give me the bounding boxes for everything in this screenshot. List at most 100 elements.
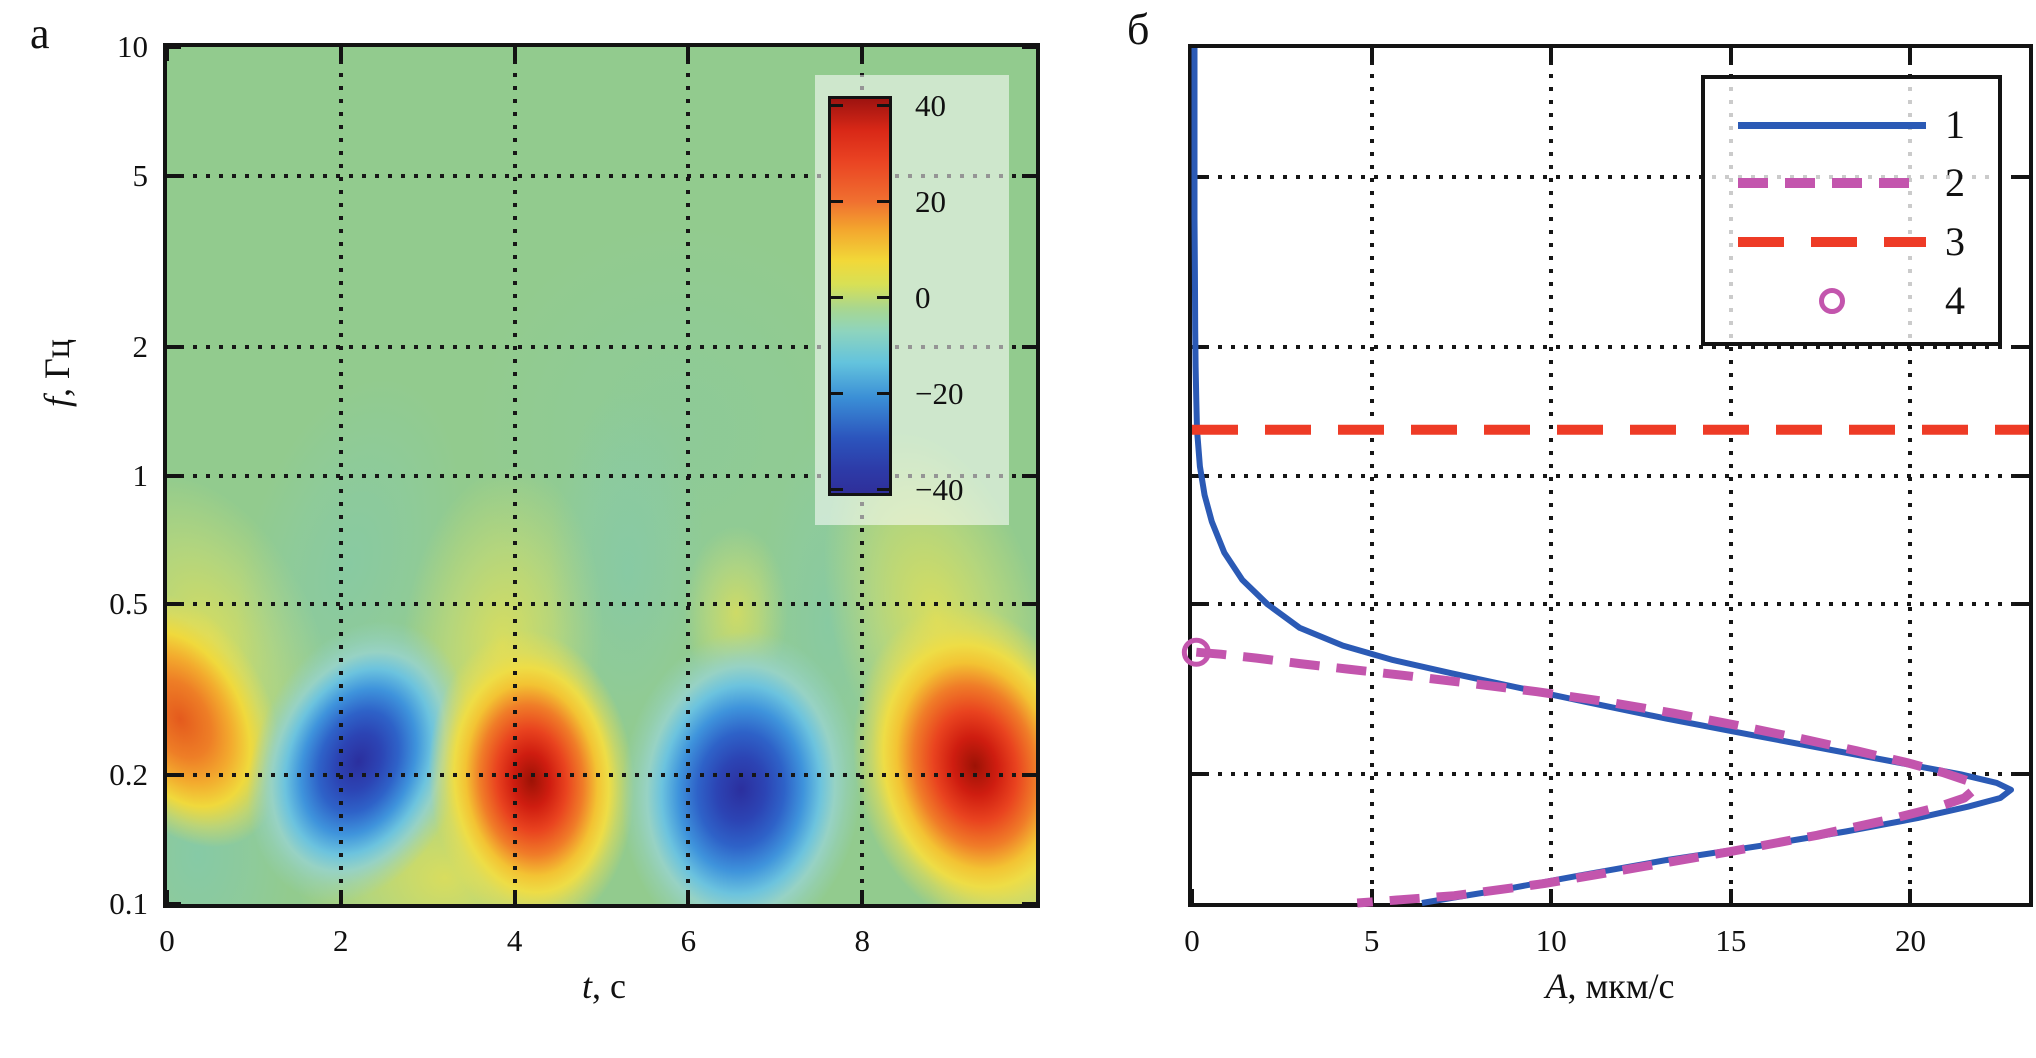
panel-b-letter: б (1127, 5, 1150, 54)
gridline-horizontal (1192, 344, 2029, 349)
gridline-horizontal (167, 473, 1036, 478)
panel-a-ylabel: f, Гц (37, 338, 77, 408)
ylabel-variable: f (37, 397, 77, 408)
axis-tick (1022, 602, 1036, 607)
colorbar-tick (831, 200, 843, 203)
axis-tick (1022, 902, 1036, 904)
panel-b-xtick-label: 5 (1363, 923, 1380, 958)
axis-tick (1192, 772, 1206, 777)
xlabel-a-unit: , с (592, 966, 626, 1006)
axis-tick (167, 890, 169, 904)
gridline-horizontal (167, 173, 1036, 178)
panel-a-ytick-label: 10 (117, 29, 148, 64)
axis-tick (167, 473, 181, 478)
panel-b-plot-area: 1 2 3 4 (1181, 44, 2033, 908)
axis-tick (2015, 602, 2029, 607)
axis-tick (1549, 48, 1554, 62)
axis-tick (860, 47, 865, 61)
gridline-horizontal (1192, 473, 2029, 478)
panel-a-grid (167, 47, 1036, 904)
axis-tick (1192, 602, 1206, 607)
colorbar-tick-label: 20 (915, 184, 946, 219)
panel-a-xtick-label: 4 (506, 923, 523, 958)
gridline-horizontal (1192, 602, 2029, 607)
axis-tick (167, 47, 169, 61)
panel-b-grid (1190, 48, 2029, 903)
panel-b-xtick-label: 20 (1894, 923, 1926, 958)
xlabel-b-variable: A (1545, 966, 1568, 1006)
legend-item-label: 3 (1945, 219, 1965, 264)
axis-tick (1022, 47, 1036, 49)
series-1-curve (1191, 48, 2014, 906)
panel-a-ytick-label: 2 (132, 328, 149, 364)
axis-tick (686, 890, 691, 904)
panel-a-letter: а (30, 9, 50, 58)
panel-a-xtick-label: 6 (680, 923, 697, 958)
colorbar-tick-label: −20 (915, 376, 964, 411)
xlabel-b-unit: , мкм/с (1567, 966, 1675, 1006)
colorbar-panel: 40 20 0 −20 −40 (815, 75, 1009, 525)
axis-tick (167, 173, 181, 178)
axis-tick (2015, 344, 2029, 349)
panel-b-xtick-label: 10 (1535, 923, 1567, 958)
axis-tick (512, 890, 517, 904)
axis-tick (1908, 48, 1913, 62)
panel-a-xlabel: t, с (582, 968, 626, 1004)
legend: 1 2 3 4 (1701, 75, 2002, 346)
legend-item-label: 2 (1945, 160, 1965, 205)
panel-b-xlabel: A, мкм/с (1545, 968, 1674, 1004)
axis-tick (1192, 344, 1206, 349)
legend-sample-dashed-line (1738, 178, 1926, 188)
axis-tick (167, 902, 181, 904)
axis-tick (1369, 889, 1374, 903)
axis-tick (1908, 889, 1913, 903)
colorbar-tick (831, 104, 843, 107)
legend-sample-circle-marker (1819, 288, 1845, 314)
axis-tick (2015, 174, 2029, 179)
axis-tick (1190, 889, 1194, 903)
series-2-curve (1195, 647, 1980, 908)
axis-tick (167, 773, 181, 777)
ylabel-unit: , Гц (37, 338, 77, 398)
colorbar-tick (831, 488, 843, 491)
colorbar-tick (877, 296, 889, 299)
axis-tick (1369, 48, 1374, 62)
colorbar-tick-label: −40 (915, 472, 964, 507)
axis-tick (167, 344, 181, 349)
colorbar-tick (877, 200, 889, 203)
panel-a-ytick-label: 0.5 (109, 586, 148, 622)
colorbar-tick (877, 488, 889, 491)
gridline-horizontal (167, 344, 1036, 349)
panel-b-xtick-label: 0 (1184, 923, 1200, 958)
axis-tick (512, 47, 517, 61)
colorbar-tick (831, 392, 843, 395)
axis-tick (167, 602, 181, 607)
panel-a-xtick-label: 8 (854, 923, 870, 958)
gridline-horizontal (1192, 772, 2029, 777)
axis-tick (1192, 174, 1206, 179)
panel-a-xtick-label: 0 (159, 923, 175, 958)
panel-a-ytick-label: 0.1 (109, 886, 148, 921)
colorbar-tick-label: 40 (915, 88, 946, 123)
panel-a-ytick-label: 0.2 (109, 757, 148, 792)
axis-tick (2015, 473, 2029, 478)
axis-tick (1022, 173, 1036, 178)
legend-sample-dashed-line (1738, 237, 1926, 247)
colorbar-tick (877, 392, 889, 395)
colorbar-tick-label: 0 (915, 280, 931, 315)
axis-tick (2015, 772, 2029, 777)
legend-sample-solid-line (1738, 122, 1926, 129)
axis-tick (338, 47, 343, 61)
panel-a-xtick-label: 2 (333, 923, 349, 958)
series-4-circle-marker (1181, 637, 1211, 667)
gridline-horizontal (1192, 174, 2029, 179)
legend-item-label: 1 (1945, 102, 1965, 147)
axis-tick (167, 47, 181, 49)
gridline-horizontal (167, 602, 1036, 607)
axis-tick (686, 47, 691, 61)
axis-tick (338, 890, 343, 904)
amplitude-curves (1181, 48, 2029, 908)
legend-item-label: 4 (1945, 278, 1965, 323)
colorbar-tick (831, 296, 843, 299)
